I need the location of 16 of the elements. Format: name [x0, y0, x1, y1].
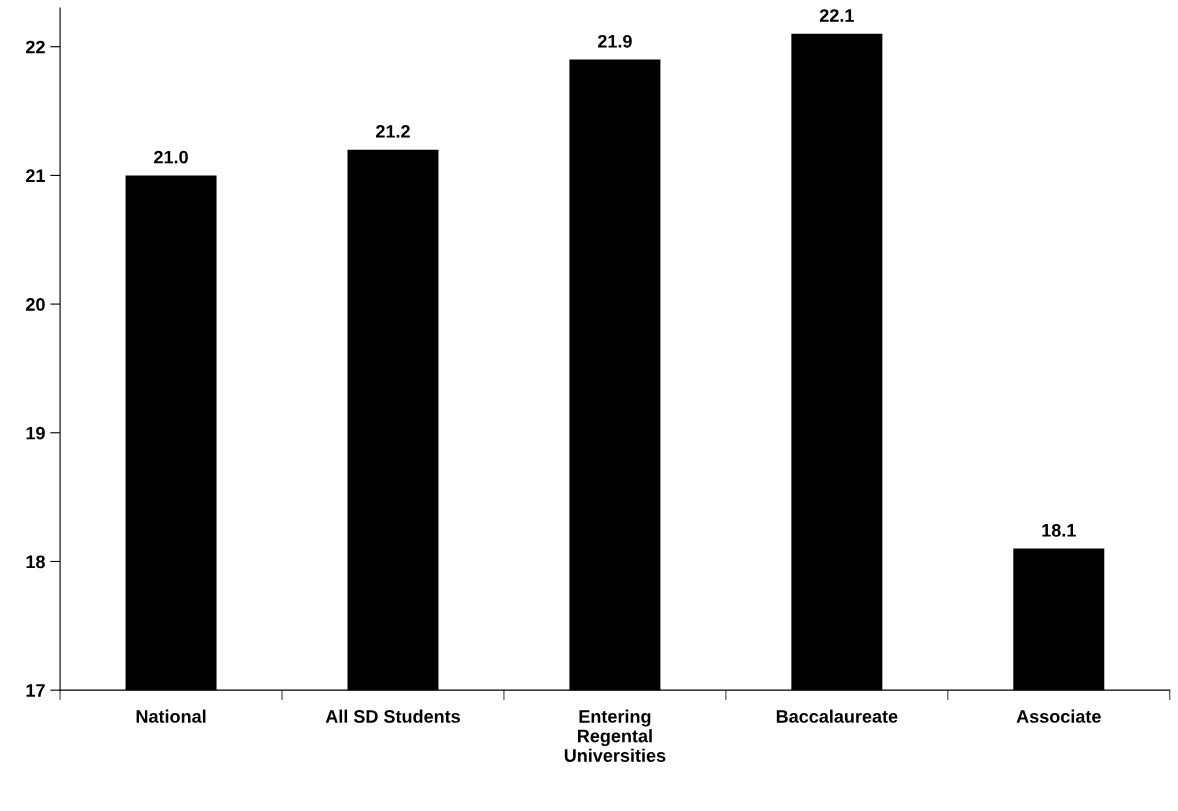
data-label: 21.2	[376, 124, 410, 138]
x-tick-label: All SD Students	[325, 709, 460, 723]
data-label: 21.0	[154, 150, 188, 164]
x-tick-label: Entering Regental Universities	[564, 709, 666, 762]
x-tick-label: Baccalaureate	[776, 709, 898, 723]
x-tick-label: Associate	[1016, 709, 1101, 723]
data-label: 21.9	[597, 34, 632, 48]
y-tick-label: 19	[26, 426, 45, 440]
y-tick-label: 22	[26, 40, 45, 54]
y-tick-label: 18	[26, 555, 45, 569]
data-label: 18.1	[1042, 523, 1076, 537]
x-tick-label: National	[136, 709, 206, 723]
y-tick-label: 21	[26, 169, 45, 182]
y-tick-label: 20	[26, 298, 45, 311]
data-label: 22.1	[819, 9, 854, 22]
y-tick-label: 17	[26, 684, 45, 697]
